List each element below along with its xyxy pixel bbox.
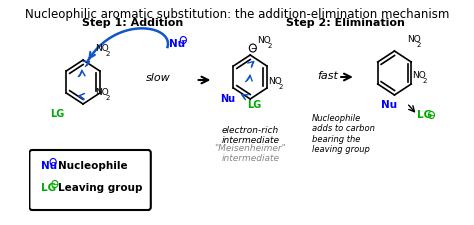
Text: NO: NO bbox=[407, 35, 420, 44]
Text: Nucleophile: Nucleophile bbox=[58, 160, 128, 170]
Text: LG: LG bbox=[50, 108, 64, 119]
Text: Step 1: Addition: Step 1: Addition bbox=[82, 18, 183, 28]
Text: −: − bbox=[181, 38, 186, 44]
Text: 2: 2 bbox=[105, 94, 109, 101]
Text: LG: LG bbox=[417, 110, 432, 119]
Text: Step 2: Elimination: Step 2: Elimination bbox=[286, 18, 405, 28]
Text: 2: 2 bbox=[278, 84, 283, 90]
Text: −: − bbox=[250, 46, 256, 52]
Text: slow: slow bbox=[146, 73, 171, 83]
Text: Nu: Nu bbox=[41, 160, 57, 170]
Text: 2: 2 bbox=[417, 42, 421, 48]
Text: NO: NO bbox=[268, 77, 282, 86]
Text: −: − bbox=[428, 112, 434, 119]
Text: NO: NO bbox=[95, 88, 109, 97]
Text: Nucleophile
adds to carbon
bearing the
leaving group: Nucleophile adds to carbon bearing the l… bbox=[312, 113, 374, 153]
Text: 2: 2 bbox=[105, 51, 109, 57]
Text: Nu: Nu bbox=[169, 39, 185, 49]
Text: NO: NO bbox=[412, 71, 426, 80]
Text: LG: LG bbox=[246, 99, 261, 110]
Text: Leaving group: Leaving group bbox=[58, 182, 143, 192]
Text: 2: 2 bbox=[423, 78, 427, 84]
Text: −: − bbox=[52, 181, 58, 187]
Text: LG: LG bbox=[41, 182, 56, 192]
Text: NO: NO bbox=[257, 36, 271, 45]
FancyBboxPatch shape bbox=[29, 150, 151, 210]
Text: Nu: Nu bbox=[220, 94, 236, 104]
Text: Nu: Nu bbox=[381, 99, 397, 110]
Text: electron-rich
intermediate: electron-rich intermediate bbox=[221, 126, 279, 145]
Text: −: − bbox=[50, 159, 56, 165]
Text: NO: NO bbox=[95, 44, 109, 53]
Text: "Meisenheimer"
intermediate: "Meisenheimer" intermediate bbox=[214, 143, 286, 163]
Text: Nucleophilic aromatic substitution: the addition-elimination mechanism: Nucleophilic aromatic substitution: the … bbox=[25, 8, 449, 21]
Text: 2: 2 bbox=[268, 43, 272, 49]
Text: fast: fast bbox=[317, 71, 338, 81]
